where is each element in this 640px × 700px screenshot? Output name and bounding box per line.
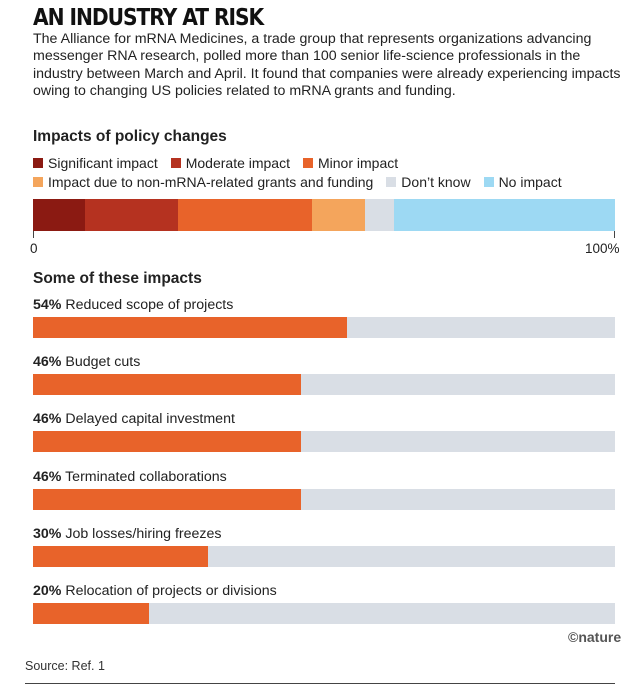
legend-label: Don’t know: [401, 174, 471, 190]
stacked-segment-2: [178, 199, 313, 231]
impact-bar-fill: [33, 603, 150, 624]
impact-bar-fill: [33, 317, 348, 338]
policy-impacts-heading: Impacts of policy changes: [33, 128, 227, 145]
impact-percent: 46%: [33, 354, 62, 371]
impact-percent: 46%: [33, 411, 62, 428]
impact-bar-fill: [33, 374, 301, 396]
impact-bar-track: [33, 488, 615, 510]
impact-text: Budget cuts: [65, 354, 141, 371]
axis-tick-label-100: 100%: [585, 241, 620, 256]
legend-item-significant: Significant impact: [33, 154, 158, 172]
impact-percent: 20%: [33, 583, 62, 599]
stacked-segment-5: [393, 199, 615, 231]
chart-description: The Alliance for mRNA Medicines, a trade…: [33, 31, 621, 100]
legend-row: Significant impact Moderate impact Minor…: [33, 154, 633, 172]
impact-bar-track: [33, 431, 615, 453]
stacked-segment-4: [364, 199, 394, 231]
chart-title: AN INDUSTRY AT RISK: [33, 5, 264, 31]
legend-label: Impact due to non-mRNA-related grants an…: [48, 174, 374, 190]
impact-bar-track: [33, 545, 615, 567]
stacked-segment-0: [33, 199, 86, 231]
legend-label: No impact: [498, 174, 562, 190]
legend-label: Significant impact: [48, 155, 158, 171]
legend-swatch: [170, 158, 181, 168]
impact-text: Relocation of projects or divisions: [65, 583, 277, 599]
legend-item-no-impact: No impact: [483, 173, 562, 191]
stacked-segment-1: [85, 199, 179, 231]
legend-swatch: [33, 158, 43, 168]
some-impacts-heading: Some of these impacts: [33, 270, 202, 287]
axis-tick-100: [614, 231, 615, 238]
impact-bar-track: [33, 603, 615, 624]
legend-label: Minor impact: [318, 155, 399, 171]
legend-item-non-mrna: Impact due to non-mRNA-related grants an…: [33, 173, 373, 191]
axis-tick-0: [33, 231, 34, 238]
impact-text: Delayed capital investment: [65, 411, 235, 428]
legend-swatch: [483, 177, 494, 187]
impact-bar-fill: [33, 545, 208, 567]
impact-percent: 30%: [33, 525, 62, 542]
impact-percent: 46%: [33, 468, 62, 485]
impact-text: Job losses/hiring freezes: [65, 525, 222, 542]
impact-bar-track: [33, 317, 615, 338]
legend-swatch: [33, 177, 43, 187]
impact-label: 54% Reduced scope of projects: [33, 297, 233, 313]
nature-logo: ©nature: [568, 629, 622, 645]
stacked-impact-bar: [33, 199, 615, 231]
bottom-divider: [25, 683, 615, 684]
impact-label: 46% Terminated collaborations: [33, 469, 227, 485]
impact-bar-fill: [33, 488, 301, 510]
impact-label: 46% Budget cuts: [33, 354, 140, 370]
source-note: Source: Ref. 1: [25, 659, 105, 673]
legend-label: Moderate impact: [185, 155, 290, 171]
legend-swatch: [386, 177, 397, 187]
axis-tick-label-0: 0: [30, 241, 38, 256]
stacked-segment-3: [312, 199, 365, 231]
impact-bar-fill: [33, 431, 301, 453]
policy-impacts-legend: Significant impact Moderate impact Minor…: [33, 154, 633, 192]
impact-label: 46% Delayed capital investment: [33, 411, 235, 427]
legend-row: Impact due to non-mRNA-related grants an…: [33, 173, 633, 191]
impact-label: 20% Relocation of projects or divisions: [33, 583, 277, 599]
impact-bar-track: [33, 374, 615, 396]
legend-swatch: [303, 158, 313, 168]
legend-item-minor: Minor impact: [303, 154, 398, 172]
impact-text: Reduced scope of projects: [65, 297, 234, 313]
legend-item-dont-know: Don’t know: [386, 173, 471, 191]
impact-percent: 54%: [33, 297, 62, 313]
legend-item-moderate: Moderate impact: [170, 154, 290, 172]
impact-text: Terminated collaborations: [65, 468, 227, 485]
impact-label: 30% Job losses/hiring freezes: [33, 526, 222, 542]
